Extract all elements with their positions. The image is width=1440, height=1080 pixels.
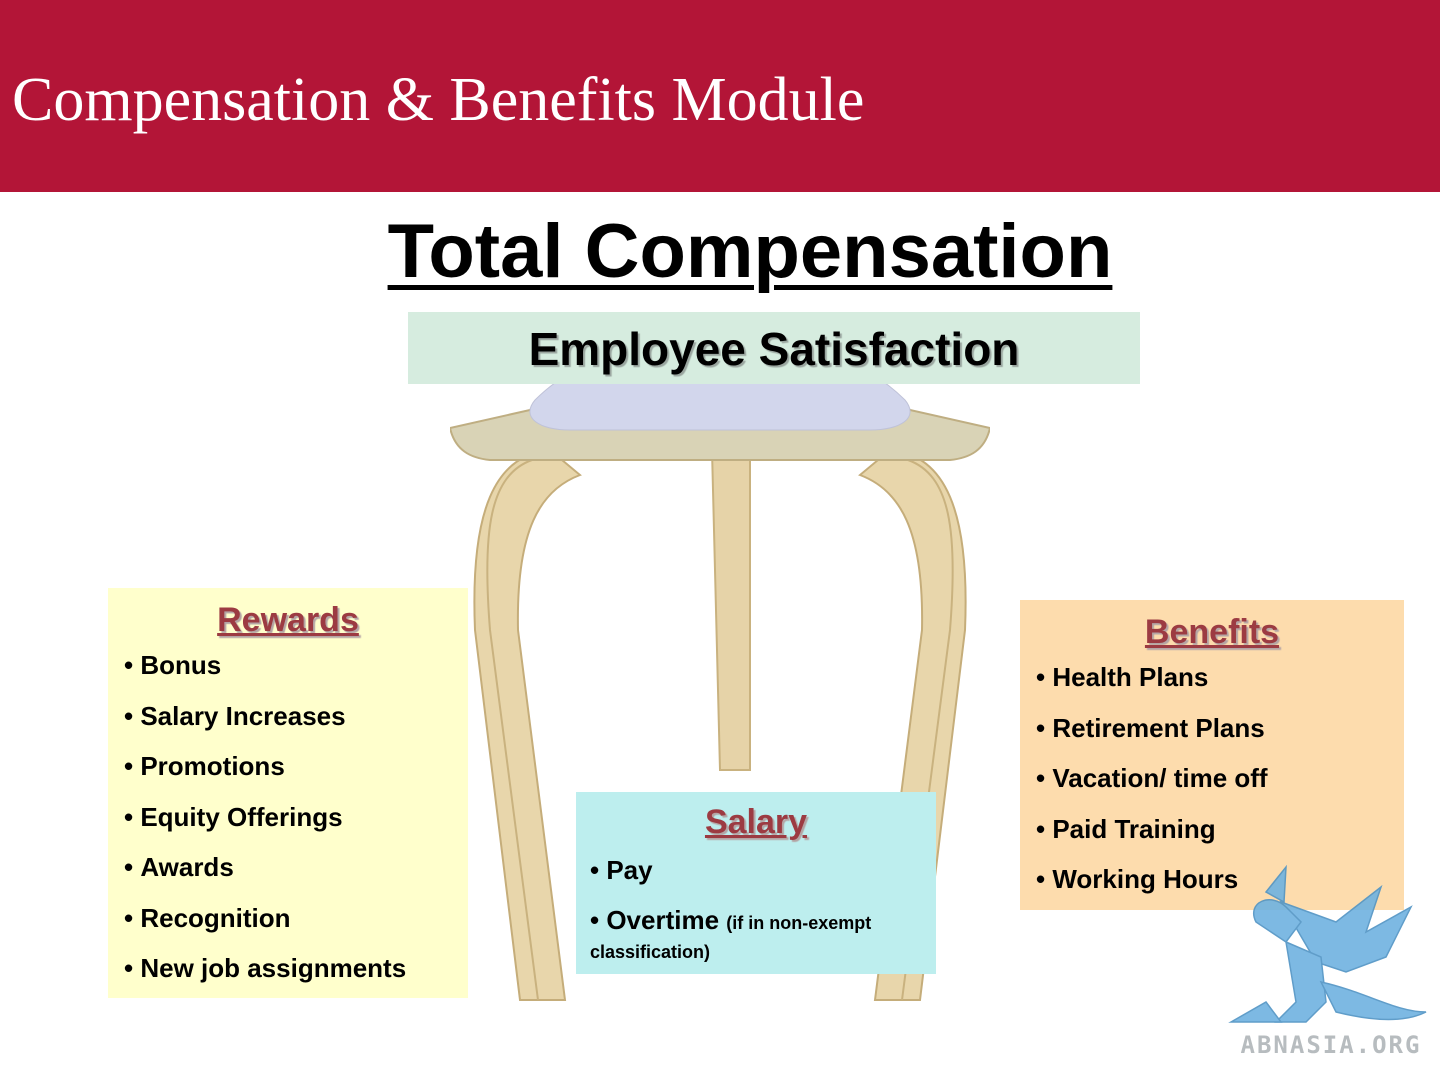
header-title: Compensation & Benefits Module <box>12 66 865 134</box>
benefits-list: Health Plans Retirement Plans Vacation/ … <box>1036 664 1404 917</box>
stool-left-leg <box>473 448 582 1001</box>
list-item: Bonus <box>124 652 468 703</box>
stool-right-leg <box>858 448 967 1001</box>
list-item: Equity Offerings <box>124 804 468 855</box>
list-item: New job assignments <box>124 955 468 1006</box>
stool-back-leg <box>710 449 751 771</box>
salary-box: Salary Pay Overtime (if in non-exempt cl… <box>576 792 936 974</box>
list-item: Health Plans <box>1036 664 1404 715</box>
list-item: Promotions <box>124 753 468 804</box>
header-banner: Compensation & Benefits Module <box>0 0 1440 192</box>
griffin-icon <box>1228 864 1427 1023</box>
rewards-box: Rewards Bonus Salary Increases Promotion… <box>108 588 468 998</box>
list-item: Salary Increases <box>124 703 468 754</box>
watermark-text: ABNASIA.ORG <box>1240 1031 1422 1059</box>
benefits-box: Benefits Health Plans Retirement Plans V… <box>1020 600 1404 910</box>
list-item: Vacation/ time off <box>1036 765 1404 816</box>
list-item: Retirement Plans <box>1036 715 1404 766</box>
benefits-title: Benefits <box>1144 613 1280 651</box>
salary-title: Salary <box>704 803 808 841</box>
list-item: Working Hours <box>1036 866 1404 917</box>
page-title: Total Compensation <box>387 209 1113 294</box>
overtime-label: Overtime <box>606 905 720 935</box>
list-item: Pay <box>590 856 936 906</box>
overtime-note: (if in non-exempt classification) <box>590 913 872 962</box>
seat-label: Employee Satisfaction <box>408 312 1140 384</box>
rewards-title: Rewards <box>217 601 359 639</box>
list-item: Paid Training <box>1036 816 1404 867</box>
rewards-list: Bonus Salary Increases Promotions Equity… <box>124 652 468 1006</box>
list-item: Awards <box>124 854 468 905</box>
list-item-overtime: Overtime (if in non-exempt classificatio… <box>590 906 936 964</box>
list-item: Recognition <box>124 905 468 956</box>
salary-list: Pay Overtime (if in non-exempt classific… <box>590 856 936 964</box>
